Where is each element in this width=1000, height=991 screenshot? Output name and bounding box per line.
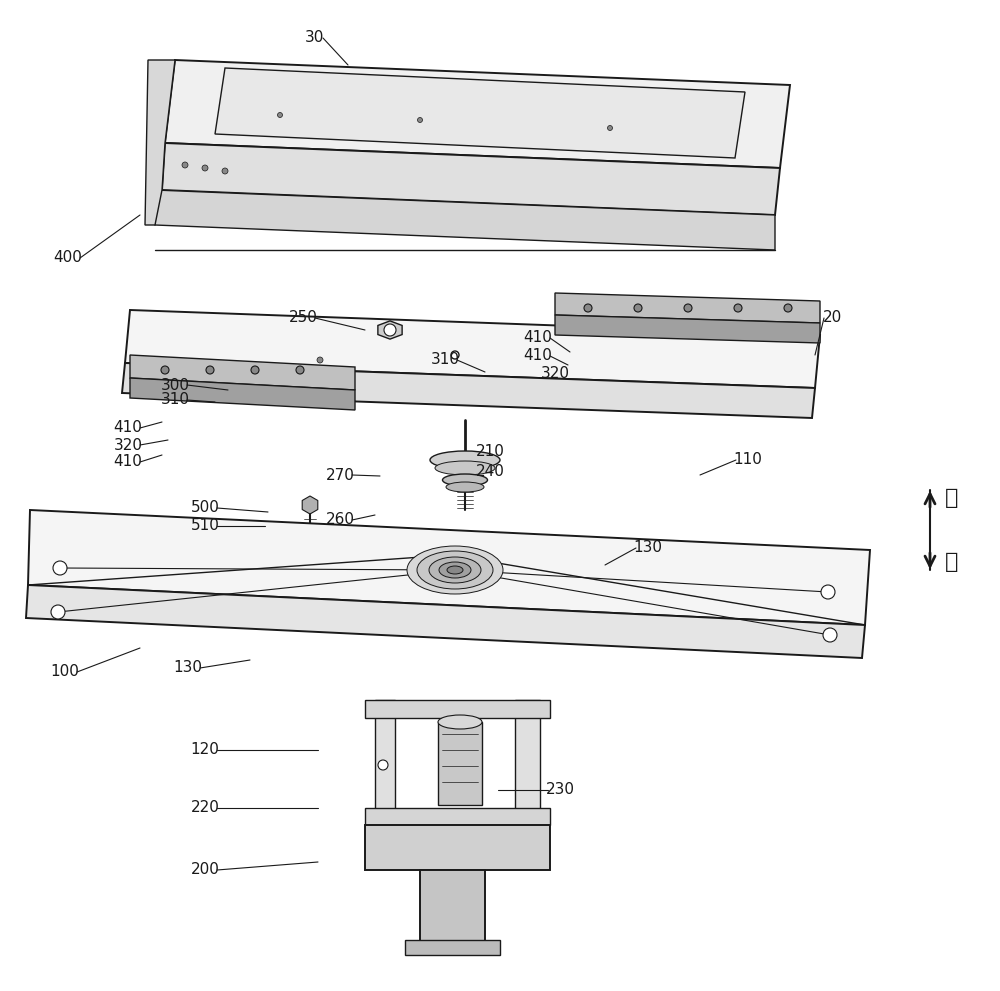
Text: 510: 510 <box>191 518 219 533</box>
Text: 上: 上 <box>945 488 959 508</box>
Polygon shape <box>405 940 500 955</box>
Polygon shape <box>365 700 550 718</box>
Ellipse shape <box>439 562 471 578</box>
Circle shape <box>384 324 396 336</box>
Text: 下: 下 <box>945 552 959 572</box>
Text: 500: 500 <box>191 500 219 515</box>
Circle shape <box>251 366 259 374</box>
Text: 130: 130 <box>634 540 662 556</box>
Polygon shape <box>155 190 775 250</box>
Polygon shape <box>162 143 780 215</box>
Text: 130: 130 <box>174 660 202 676</box>
Polygon shape <box>122 363 815 418</box>
Text: 270: 270 <box>326 468 354 483</box>
Text: 250: 250 <box>289 310 317 325</box>
Text: 320: 320 <box>540 367 570 382</box>
Circle shape <box>823 628 837 642</box>
Text: 410: 410 <box>114 455 142 470</box>
Circle shape <box>378 760 388 770</box>
Ellipse shape <box>442 474 488 486</box>
Text: 310: 310 <box>160 392 190 407</box>
Polygon shape <box>130 355 355 390</box>
Circle shape <box>734 304 742 312</box>
Ellipse shape <box>430 451 500 469</box>
Text: 30: 30 <box>305 31 325 46</box>
Text: 100: 100 <box>51 665 79 680</box>
Text: 310: 310 <box>430 353 460 368</box>
Polygon shape <box>375 700 395 820</box>
Ellipse shape <box>435 461 495 475</box>
Circle shape <box>451 351 459 359</box>
Text: 230: 230 <box>546 783 574 798</box>
Polygon shape <box>365 808 550 825</box>
Text: 300: 300 <box>160 378 190 392</box>
Ellipse shape <box>447 566 463 574</box>
Circle shape <box>634 304 642 312</box>
Text: 320: 320 <box>114 437 143 453</box>
Circle shape <box>51 605 65 619</box>
Polygon shape <box>515 700 540 820</box>
Circle shape <box>418 118 422 123</box>
Circle shape <box>784 304 792 312</box>
Circle shape <box>222 168 228 174</box>
Polygon shape <box>26 585 865 658</box>
Circle shape <box>584 304 592 312</box>
Polygon shape <box>365 825 550 870</box>
Text: 20: 20 <box>822 310 842 325</box>
Polygon shape <box>130 378 355 410</box>
Polygon shape <box>555 293 820 323</box>
Circle shape <box>278 113 283 118</box>
Polygon shape <box>378 321 402 339</box>
Circle shape <box>317 357 323 363</box>
Polygon shape <box>302 496 318 514</box>
Polygon shape <box>438 722 482 805</box>
Circle shape <box>182 162 188 168</box>
Circle shape <box>821 585 835 599</box>
Text: 410: 410 <box>114 420 142 435</box>
Text: 110: 110 <box>734 453 762 468</box>
Polygon shape <box>165 60 790 168</box>
Polygon shape <box>420 870 485 945</box>
Ellipse shape <box>446 482 484 492</box>
Ellipse shape <box>417 551 493 589</box>
Text: 260: 260 <box>326 512 354 527</box>
Text: 240: 240 <box>476 465 504 480</box>
Polygon shape <box>28 510 870 625</box>
Circle shape <box>684 304 692 312</box>
Polygon shape <box>125 310 820 388</box>
Text: 220: 220 <box>191 801 219 816</box>
Circle shape <box>161 366 169 374</box>
Polygon shape <box>215 68 745 158</box>
Circle shape <box>296 366 304 374</box>
Text: 120: 120 <box>191 742 219 757</box>
Polygon shape <box>555 315 820 343</box>
Text: 410: 410 <box>524 349 552 364</box>
Ellipse shape <box>407 546 503 594</box>
Ellipse shape <box>438 715 482 729</box>
Circle shape <box>202 165 208 171</box>
Text: 200: 200 <box>191 862 219 877</box>
Polygon shape <box>145 60 175 225</box>
Text: 210: 210 <box>476 445 504 460</box>
Circle shape <box>53 561 67 575</box>
Ellipse shape <box>429 557 481 583</box>
Text: 400: 400 <box>54 251 82 266</box>
Circle shape <box>608 126 612 131</box>
Text: 410: 410 <box>524 331 552 346</box>
Circle shape <box>206 366 214 374</box>
